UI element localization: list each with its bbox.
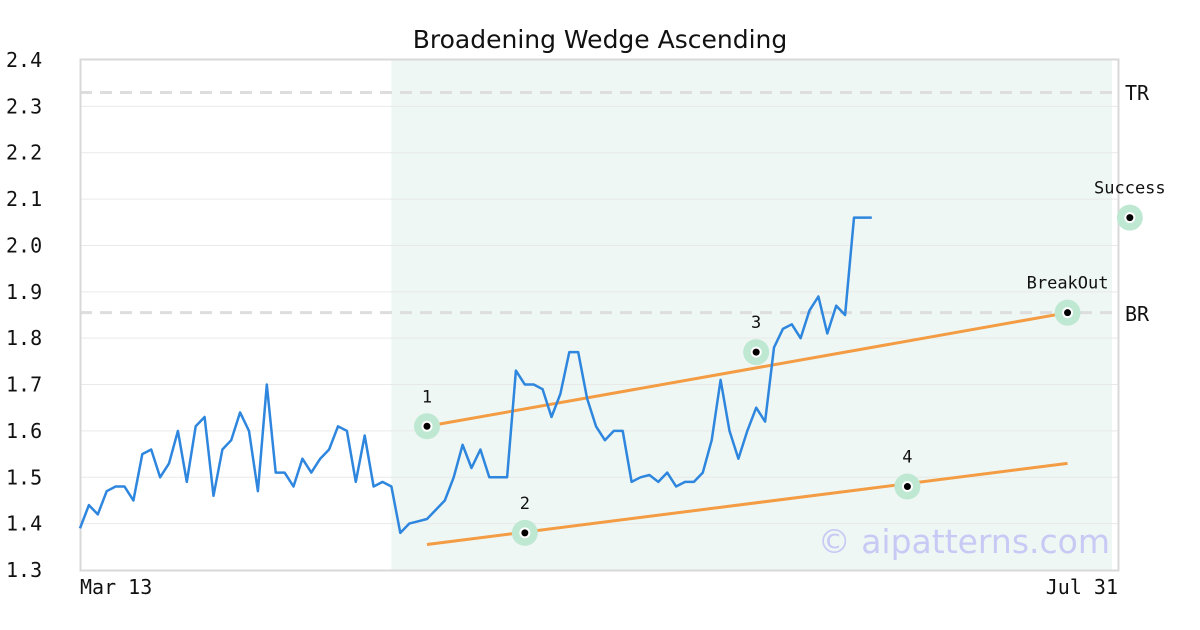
point-label: 4 [902, 448, 912, 468]
pattern-point: 1 [413, 387, 440, 440]
y-tick-label: 1.8 [6, 326, 42, 350]
point-dot [752, 348, 760, 356]
y-tick-label: 1.6 [6, 419, 42, 443]
level-label-tr: TR [1125, 81, 1150, 105]
x-tick-end: Jul 31 [1046, 575, 1118, 599]
watermark: © aipatterns.com [818, 522, 1110, 561]
pattern-point: BreakOut [1027, 274, 1109, 326]
y-tick-label: 1.9 [6, 280, 42, 304]
y-axis-ticks: 1.3 1.4 1.5 1.6 1.7 1.8 1.9 2.0 2.1 2.2 2.3 2.4 [6, 48, 42, 582]
point-label: BreakOut [1027, 274, 1109, 294]
y-tick-label: 2.0 [6, 233, 42, 257]
pattern-points: 1 2 3 4 BreakOut Success [413, 179, 1166, 546]
y-tick-label: 2.2 [6, 141, 42, 165]
pattern-region [391, 60, 1113, 570]
chart-title: Broadening Wedge Ascending [413, 25, 788, 54]
level-label-br: BR [1125, 302, 1150, 326]
point-dot [1126, 214, 1134, 222]
point-label: 2 [520, 494, 530, 514]
point-dot [521, 529, 529, 537]
point-label: Success [1094, 179, 1166, 199]
plot-frame [79, 58, 1120, 572]
y-tick-label: 2.4 [6, 48, 42, 72]
point-dot [423, 422, 431, 430]
y-tick-label: 2.1 [6, 187, 42, 211]
y-tick-label: 1.4 [6, 512, 42, 536]
y-tick-label: 1.5 [6, 465, 42, 489]
y-tick-label: 1.3 [6, 558, 42, 582]
point-dot [903, 483, 911, 491]
upper-trendline [426, 311, 1068, 428]
pattern-point: Success [1094, 179, 1166, 231]
y-tick-label: 2.3 [6, 94, 42, 118]
point-label: 1 [422, 387, 432, 407]
point-dot [1064, 309, 1072, 317]
point-label: 3 [751, 313, 761, 333]
price-line [78, 216, 872, 535]
x-tick-start: Mar 13 [80, 575, 152, 599]
y-tick-label: 1.7 [6, 373, 42, 397]
pattern-point: 4 [894, 448, 921, 500]
pattern-point: 3 [743, 313, 770, 366]
pattern-point: 2 [511, 494, 538, 546]
level-lines [80, 90, 1118, 315]
